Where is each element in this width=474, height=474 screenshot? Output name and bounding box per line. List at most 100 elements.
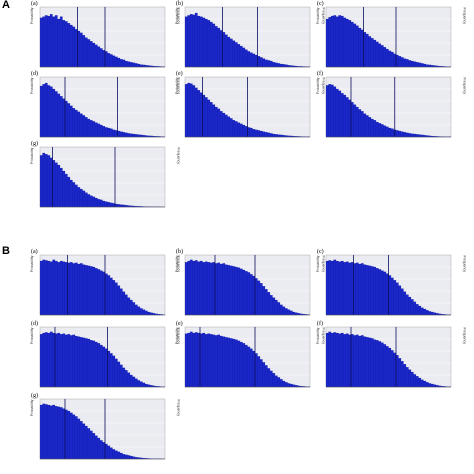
histogram-bar (294, 385, 298, 388)
histogram-bar (189, 83, 193, 138)
histogram-bar (134, 378, 138, 388)
histogram-bar (277, 302, 281, 316)
histogram-bar (122, 291, 126, 316)
histogram-bar (413, 133, 417, 138)
histogram-bar (239, 341, 243, 388)
chart-panel-b-e: (e) Probability Frequency (175, 321, 326, 400)
histogram-bar (129, 62, 133, 68)
histogram-bar (403, 58, 407, 68)
histogram-bar (117, 204, 121, 208)
histogram-chart (184, 326, 311, 388)
histogram-bar (380, 124, 384, 138)
histogram-bar (64, 21, 68, 68)
histogram-bar (192, 85, 196, 138)
histogram-bar (187, 82, 191, 138)
histogram-bar (217, 262, 221, 316)
histogram-bar (134, 457, 138, 460)
histogram-bar (67, 176, 71, 208)
histogram-bar (267, 60, 271, 68)
histogram-bar (269, 295, 273, 316)
histogram-bar (232, 120, 236, 138)
histogram-bar (139, 64, 143, 68)
histogram-bar (353, 335, 357, 388)
histogram-bar (97, 343, 101, 388)
histogram-bar (142, 382, 146, 388)
panel-letter: (e) (176, 321, 183, 327)
histogram-chart (39, 76, 166, 138)
histogram-bar (274, 299, 278, 316)
histogram-bar (360, 335, 364, 388)
histogram-bar (52, 404, 56, 460)
histogram-bar (67, 334, 71, 388)
histogram-bar (189, 331, 193, 388)
histogram-bar (418, 62, 422, 68)
histogram-bar (142, 135, 146, 138)
histogram-bar (57, 93, 61, 138)
histogram-bar (242, 343, 246, 388)
chart-panel-b-g: (g) Probability Frequency (30, 393, 181, 472)
histogram-bar (57, 164, 61, 208)
histogram-bar (383, 344, 387, 388)
histogram-bar (49, 86, 53, 138)
histogram-bar (338, 333, 342, 388)
histogram-bar (373, 39, 377, 68)
histogram-chart (325, 76, 452, 138)
histogram-bar (232, 40, 236, 68)
histogram-bar (132, 62, 136, 68)
histogram-bar (74, 416, 78, 460)
histogram-bar (122, 204, 126, 208)
histogram-bar (109, 128, 113, 138)
histogram-bar (62, 261, 66, 316)
histogram-bar (197, 90, 201, 138)
histogram-bar (425, 382, 429, 388)
histogram-bar (234, 339, 238, 388)
histogram-chart (184, 6, 311, 68)
histogram-bar (294, 312, 298, 316)
histogram-bar (87, 265, 91, 316)
histogram-bar (370, 338, 374, 388)
histogram-bar (378, 341, 382, 388)
histogram-bar (44, 154, 48, 208)
histogram-bar (242, 47, 246, 68)
histogram-bar (209, 102, 213, 138)
histogram-bar (415, 62, 419, 68)
histogram-bar (335, 88, 339, 138)
histogram-bar (224, 337, 228, 388)
histogram-bar (267, 132, 271, 138)
histogram-bar (393, 280, 397, 316)
histogram-bar (400, 57, 404, 68)
histogram-bar (209, 21, 213, 68)
histogram-bar (184, 333, 188, 388)
histogram-bar (232, 338, 236, 388)
histogram-bar (49, 405, 53, 460)
histogram-bar (224, 264, 228, 316)
histogram-bar (127, 372, 131, 388)
histogram-bar (353, 23, 357, 68)
histogram-bar (232, 266, 236, 316)
histogram-bar (328, 260, 332, 316)
histogram-bar (72, 108, 76, 138)
histogram-bar (134, 304, 138, 316)
chart-panel-a-a: (a) Probability Frequency (30, 1, 181, 80)
histogram-bar (257, 130, 261, 138)
chart-panel-a-f: (f) Probability Frequency (316, 71, 467, 150)
histogram-bar (217, 27, 221, 68)
histogram-bar (77, 418, 81, 460)
histogram-bar (420, 379, 424, 388)
histogram-bar (112, 280, 116, 316)
panel-letter: (c) (317, 1, 324, 7)
histogram-bar (340, 93, 344, 138)
histogram-bar (328, 331, 332, 388)
histogram-bar (237, 267, 241, 316)
histogram-bar (39, 334, 43, 388)
histogram-bar (335, 332, 339, 388)
chart-panel-a-g: (g) Probability Frequency (30, 141, 181, 220)
histogram-bar (137, 306, 141, 316)
histogram-bar (355, 25, 359, 68)
histogram-bar (197, 261, 201, 316)
histogram-bar (207, 262, 211, 316)
histogram-chart (39, 254, 166, 316)
histogram-bar (355, 262, 359, 316)
histogram-bar (428, 383, 432, 388)
histogram-bar (368, 117, 372, 138)
